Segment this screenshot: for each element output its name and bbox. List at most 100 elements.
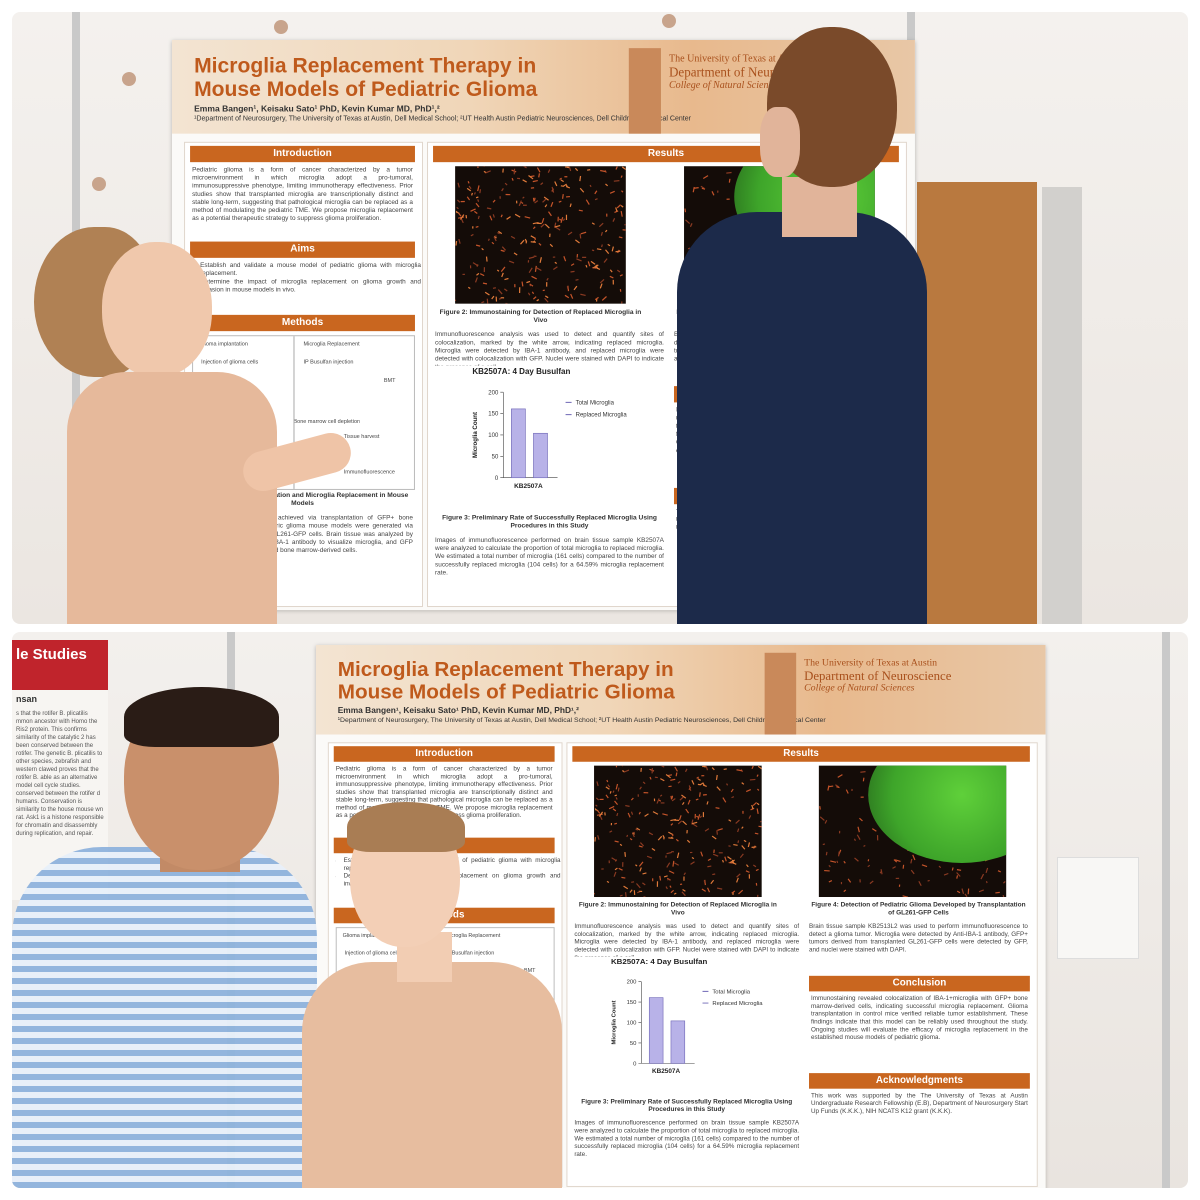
affiliation: ¹Department of Neurosurgery, The Univers… [337, 717, 826, 724]
cell [570, 270, 575, 273]
cell [492, 214, 495, 218]
cell [847, 878, 852, 883]
figure-caption: Figure 3: Preliminary Rate of Successful… [581, 1098, 793, 1114]
cell [699, 792, 701, 797]
authors: Emma Bangen¹, Keisaku Sato¹ PhD, Kevin K… [194, 103, 440, 114]
neck [782, 177, 857, 237]
blouse [302, 962, 562, 1188]
affiliation: ¹Department of Neurosurgery, The Univers… [194, 115, 691, 123]
cell [567, 231, 573, 236]
cell [863, 844, 866, 847]
cell [605, 183, 609, 187]
cell [747, 842, 751, 848]
cell [751, 846, 757, 848]
face [102, 242, 212, 377]
cell [520, 239, 525, 245]
blouse [67, 372, 277, 624]
diagram-label: IP Busulfan injection [303, 359, 354, 366]
cell [985, 881, 988, 884]
diagram-label: Glioma implantation [342, 933, 391, 939]
cell [677, 780, 681, 784]
y-tick-label: 200 [488, 390, 499, 396]
cell [822, 843, 826, 846]
cell [592, 264, 599, 269]
cell [910, 869, 915, 875]
cell [544, 223, 550, 229]
cell [554, 181, 558, 187]
chart-title: KB2507A: 4 Day Busulfan [611, 957, 708, 966]
cell [623, 885, 629, 890]
cell [751, 765, 754, 770]
cell [624, 851, 626, 857]
cell [620, 204, 624, 208]
wall-dot [274, 20, 288, 34]
cell [638, 811, 641, 815]
cell [741, 782, 745, 785]
cell [681, 891, 686, 897]
cell [579, 175, 582, 182]
cell [956, 890, 961, 894]
bar-chart: KB2507A: 4 Day Busulfan Microglia Count 0 5… [472, 367, 627, 490]
cell [544, 297, 549, 303]
cell [921, 864, 928, 868]
cell [656, 798, 660, 804]
bar [511, 408, 526, 479]
cell [675, 838, 679, 842]
cell [614, 822, 618, 825]
cell [739, 853, 744, 859]
cell [726, 783, 729, 786]
cell [486, 298, 489, 304]
cell [615, 797, 618, 800]
cell [652, 811, 659, 815]
cell [594, 190, 598, 195]
cell [534, 200, 539, 204]
cell [686, 839, 691, 843]
cell [614, 210, 619, 213]
cell [609, 275, 614, 279]
section-text: Images of immunofluorescence performed o… [574, 1119, 800, 1158]
cell [857, 826, 860, 833]
figure-caption: Figure 2: Immunostaining for Detection o… [439, 308, 642, 325]
cell [600, 169, 606, 173]
cell [716, 887, 723, 890]
cell [671, 795, 674, 799]
bar [533, 432, 548, 479]
cell [514, 213, 521, 218]
wall-dot [122, 72, 136, 86]
cell [701, 888, 706, 892]
cell [492, 199, 496, 203]
cell [500, 214, 503, 218]
cell [612, 808, 617, 812]
cell [1002, 894, 1005, 898]
cell [666, 862, 671, 868]
cell [603, 258, 608, 263]
cell [631, 881, 635, 883]
cell [599, 278, 605, 284]
cell [580, 231, 587, 235]
cell [828, 785, 834, 788]
aims-list: Establish and validate a mouse model of … [192, 262, 421, 311]
cell [667, 774, 673, 777]
cell [564, 294, 570, 299]
cell [985, 867, 989, 874]
cell [504, 277, 509, 281]
cell [737, 840, 740, 844]
cell [498, 230, 503, 235]
cell [500, 266, 506, 272]
cell [550, 201, 554, 208]
cell [723, 768, 727, 771]
wall-dot [92, 177, 106, 191]
cell [613, 180, 620, 182]
cell [501, 272, 504, 278]
cell [880, 869, 883, 875]
y-tick-label: 50 [492, 454, 499, 460]
cell [621, 190, 624, 193]
cell [736, 769, 743, 772]
cell [531, 275, 537, 280]
cell [621, 876, 626, 879]
cell [828, 880, 833, 883]
cell [554, 261, 558, 265]
cell [486, 207, 492, 210]
cell [510, 235, 516, 240]
cell [716, 786, 721, 791]
